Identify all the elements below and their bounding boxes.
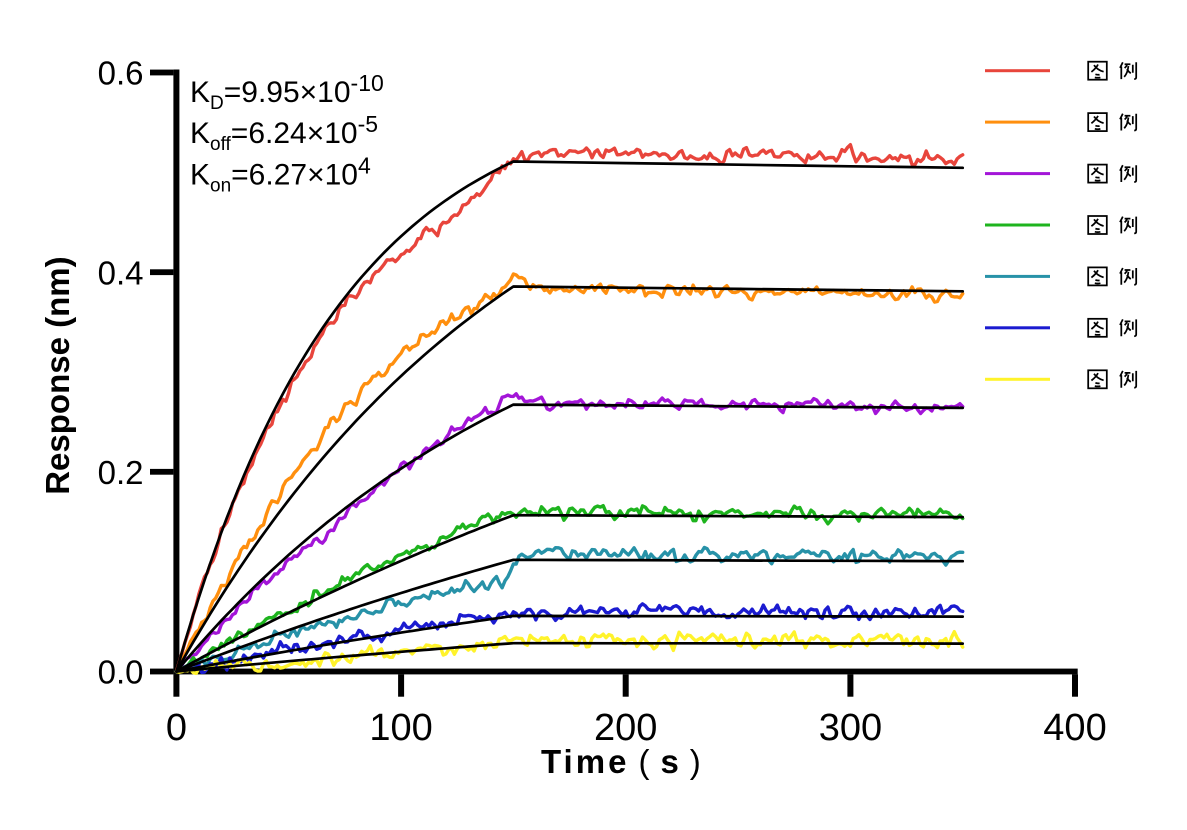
svg-text:Response (nm): Response (nm) (39, 256, 76, 494)
svg-text:0.6: 0.6 (98, 55, 144, 92)
svg-text:Time(s): Time(s) (541, 743, 704, 780)
svg-text:100: 100 (369, 707, 432, 749)
svg-text:0.4: 0.4 (98, 254, 144, 291)
svg-text:Koff=6.24×10-5: Koff=6.24×10-5 (190, 111, 378, 155)
svg-text:0.0: 0.0 (98, 654, 144, 691)
svg-text:0: 0 (166, 707, 187, 749)
svg-text:200: 200 (594, 707, 657, 749)
svg-text:400: 400 (1043, 707, 1106, 749)
svg-text:300: 300 (819, 707, 882, 749)
svg-text:0.2: 0.2 (98, 454, 144, 491)
